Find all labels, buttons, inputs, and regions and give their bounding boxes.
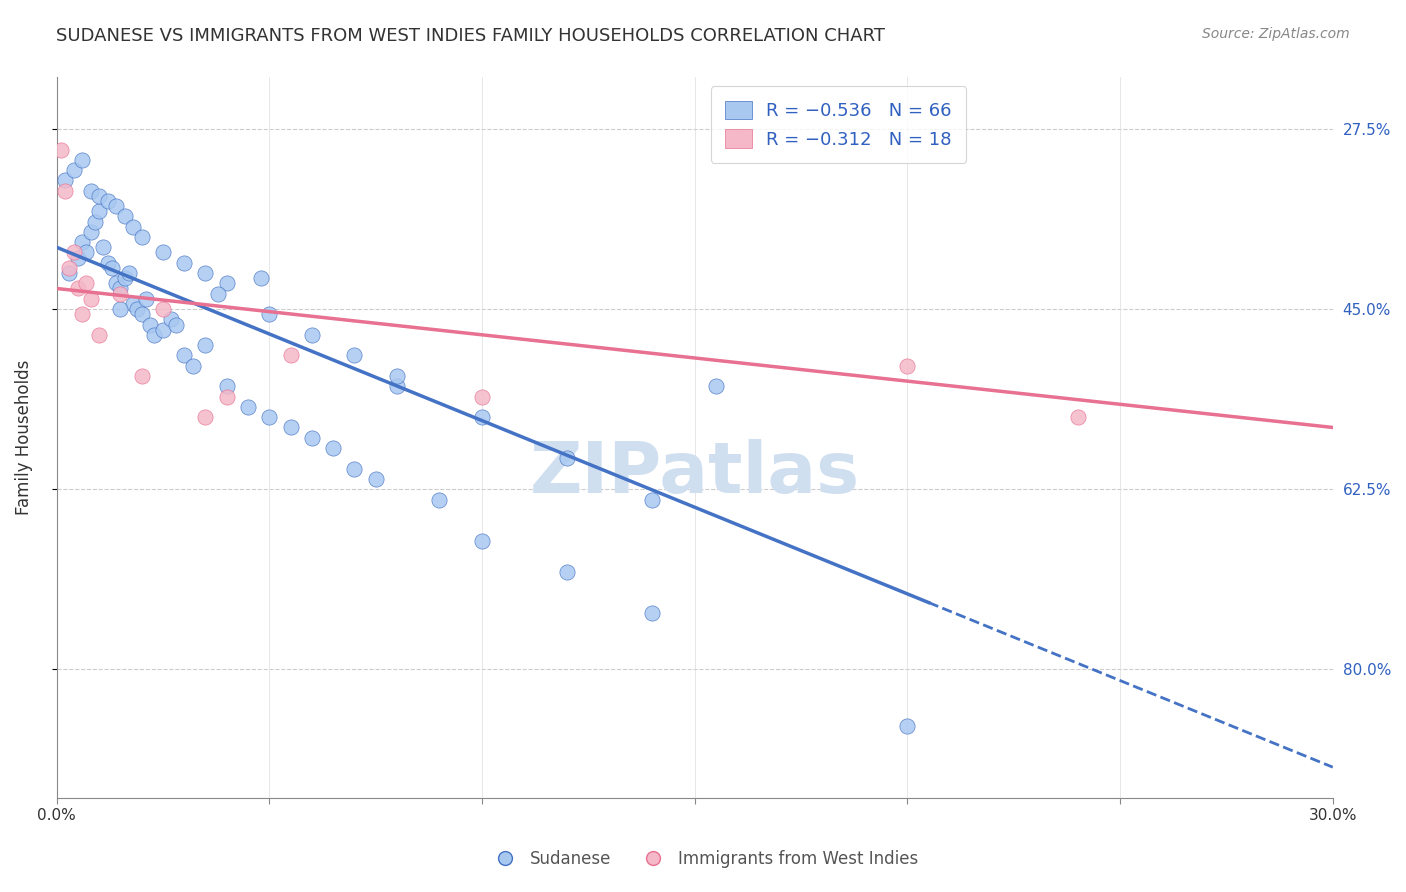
Text: ZIPatlas: ZIPatlas <box>530 439 859 508</box>
Point <box>236 400 259 414</box>
Point <box>110 281 132 295</box>
Point <box>555 565 578 579</box>
Point <box>896 719 918 733</box>
Point <box>215 390 238 404</box>
Legend: R = −0.536   N = 66, R = −0.312   N = 18: R = −0.536 N = 66, R = −0.312 N = 18 <box>710 87 966 163</box>
Text: SUDANESE VS IMMIGRANTS FROM WEST INDIES FAMILY HOUSEHOLDS CORRELATION CHART: SUDANESE VS IMMIGRANTS FROM WEST INDIES … <box>56 27 886 45</box>
Point <box>704 379 727 393</box>
Point <box>173 348 195 362</box>
Point <box>135 292 157 306</box>
Point <box>70 153 93 167</box>
Point <box>89 327 111 342</box>
Point <box>75 245 97 260</box>
Point <box>555 451 578 466</box>
Point <box>641 492 664 507</box>
Point <box>385 369 408 384</box>
Point <box>343 461 366 475</box>
Point <box>70 235 93 249</box>
Legend: Sudanese, Immigrants from West Indies: Sudanese, Immigrants from West Indies <box>481 844 925 875</box>
Point <box>131 230 153 244</box>
Point <box>93 240 115 254</box>
Point <box>62 245 84 260</box>
Point <box>322 441 344 455</box>
Point <box>364 472 387 486</box>
Point <box>471 533 494 548</box>
Point <box>114 210 136 224</box>
Point <box>152 301 174 316</box>
Point <box>127 301 149 316</box>
Point <box>641 606 664 620</box>
Point <box>471 390 494 404</box>
Point <box>301 327 323 342</box>
Point <box>385 379 408 393</box>
Point <box>165 318 187 332</box>
Point <box>66 251 89 265</box>
Point <box>101 260 124 275</box>
Point <box>181 359 204 373</box>
Point <box>97 194 120 208</box>
Point <box>53 184 76 198</box>
Point <box>122 219 145 234</box>
Point <box>152 245 174 260</box>
Point <box>70 307 93 321</box>
Point <box>58 266 80 280</box>
Point <box>207 286 229 301</box>
Point <box>97 256 120 270</box>
Point <box>139 318 162 332</box>
Point <box>259 410 281 425</box>
Point <box>114 271 136 285</box>
Point <box>58 260 80 275</box>
Point <box>105 199 128 213</box>
Point <box>471 410 494 425</box>
Point <box>66 281 89 295</box>
Point <box>118 266 141 280</box>
Y-axis label: Family Households: Family Households <box>15 360 32 516</box>
Point <box>79 292 101 306</box>
Point <box>53 173 76 187</box>
Point <box>89 189 111 203</box>
Point <box>215 277 238 291</box>
Point <box>194 338 217 352</box>
Point <box>110 301 132 316</box>
Point <box>160 312 183 326</box>
Point <box>429 492 451 507</box>
Point <box>194 410 217 425</box>
Point <box>131 369 153 384</box>
Point <box>83 214 105 228</box>
Point <box>301 431 323 445</box>
Point <box>143 327 166 342</box>
Point <box>280 348 302 362</box>
Point <box>215 379 238 393</box>
Point <box>131 307 153 321</box>
Point <box>249 271 271 285</box>
Point <box>79 225 101 239</box>
Point <box>280 420 302 434</box>
Point <box>79 184 101 198</box>
Point <box>62 163 84 178</box>
Point <box>1066 410 1088 425</box>
Point <box>343 348 366 362</box>
Point <box>89 204 111 219</box>
Point <box>122 297 145 311</box>
Point <box>49 143 72 157</box>
Point <box>152 323 174 337</box>
Point <box>194 266 217 280</box>
Point <box>896 359 918 373</box>
Text: Source: ZipAtlas.com: Source: ZipAtlas.com <box>1202 27 1350 41</box>
Point <box>75 277 97 291</box>
Point <box>110 286 132 301</box>
Point <box>259 307 281 321</box>
Point <box>173 256 195 270</box>
Point <box>105 277 128 291</box>
